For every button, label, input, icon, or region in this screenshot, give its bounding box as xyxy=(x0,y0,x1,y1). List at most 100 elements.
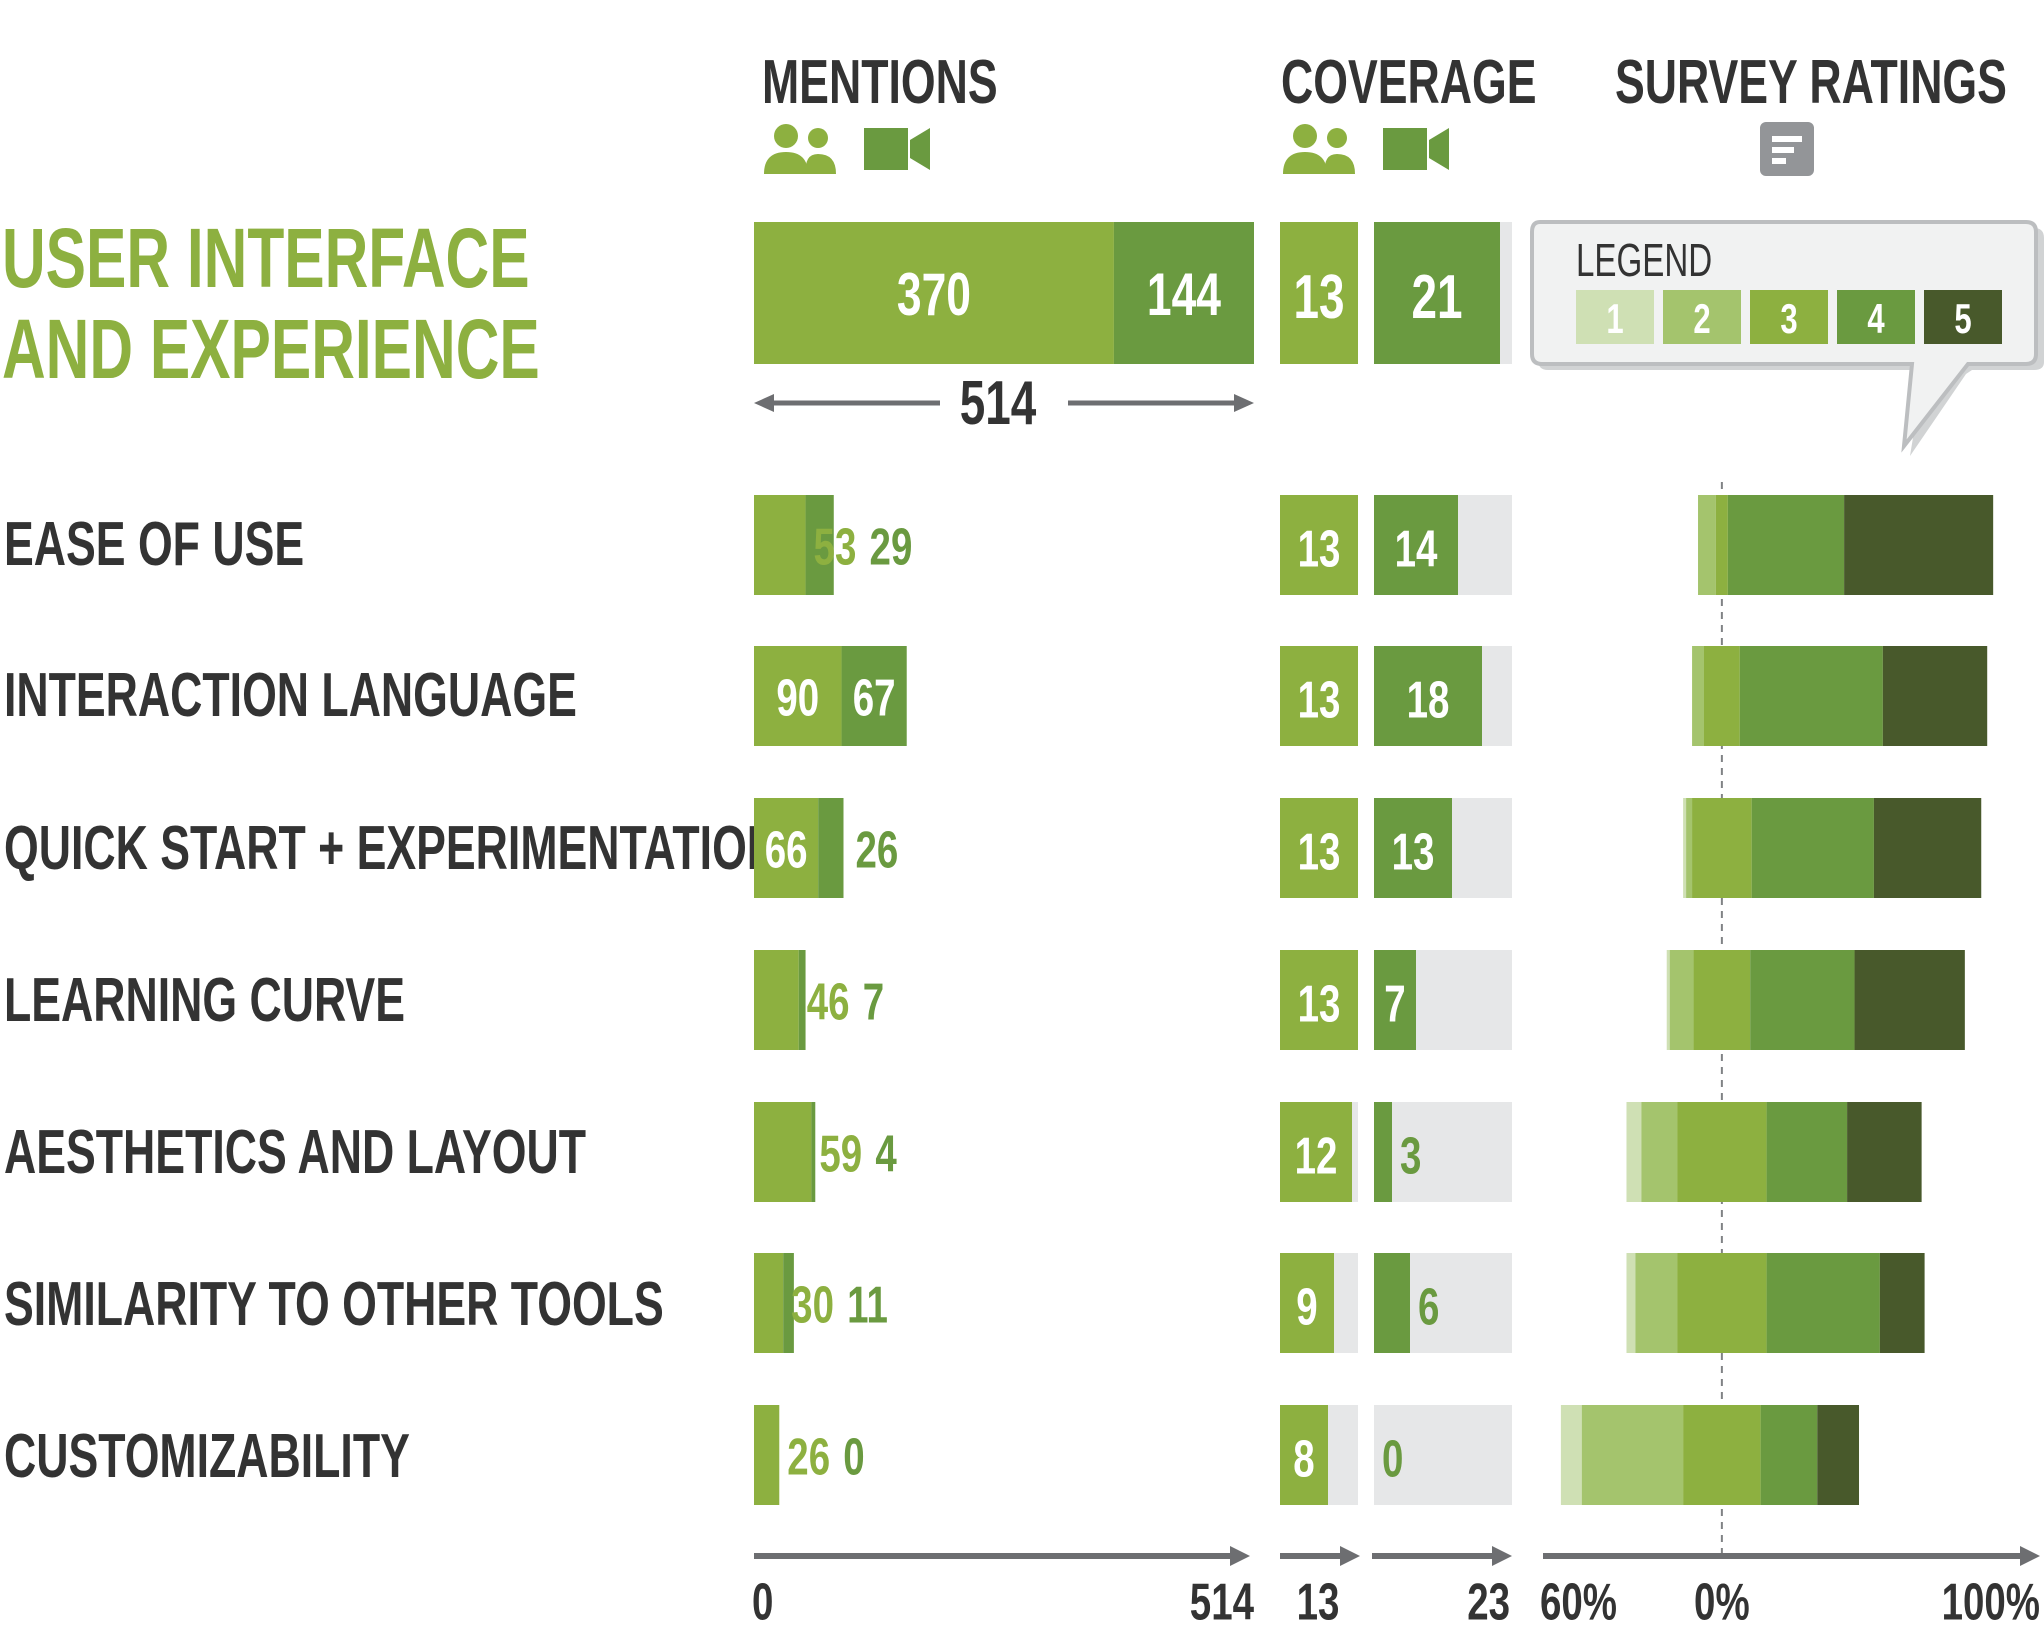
mentions-video-value: 7 xyxy=(863,973,884,1031)
survey-rating-4-segment xyxy=(1739,646,1883,746)
survey-form-icon xyxy=(1760,122,1814,176)
survey-axis-zero-label: 0% xyxy=(1694,1573,1750,1631)
mentions-axis-min-label: 0 xyxy=(752,1573,773,1631)
coverage-video-value: 14 xyxy=(1395,520,1438,578)
summary-total-arrow-left-head xyxy=(754,394,774,412)
legend-swatch-4 xyxy=(1837,290,1915,344)
survey-rating-1-segment xyxy=(1626,1102,1642,1202)
mentions-users-value: 26 xyxy=(787,1428,830,1486)
mentions-users-value: 30 xyxy=(791,1276,834,1334)
section-title-line2: AND EXPERIENCE xyxy=(2,302,540,396)
survey-rating-3-segment xyxy=(1693,950,1751,1050)
coverage-users-bar xyxy=(1280,798,1358,898)
row-label-ease-of-use: EASE OF USE xyxy=(4,510,305,579)
mentions-video-value: 4 xyxy=(875,1125,897,1183)
coverage-video-axis-max-label: 23 xyxy=(1467,1573,1510,1631)
mentions-video-bar xyxy=(818,798,844,898)
coverage-users-bar xyxy=(1280,646,1358,746)
survey-rating-2-segment xyxy=(1669,950,1694,1050)
survey-rating-3-segment xyxy=(1715,495,1728,595)
survey-rating-5-segment xyxy=(1873,798,1982,898)
mentions-users-icon xyxy=(764,124,836,174)
legend-swatch-label-1: 1 xyxy=(1606,296,1623,343)
survey-rating-3-segment xyxy=(1703,646,1740,746)
coverage-video-camera-icon xyxy=(1383,128,1449,170)
mentions-video-value: 26 xyxy=(855,821,898,879)
coverage-users-value: 8 xyxy=(1293,1430,1314,1488)
mentions-users-bar xyxy=(754,798,819,898)
mentions-column-title: MENTIONS xyxy=(762,48,998,117)
mentions-video-value: 11 xyxy=(847,1276,888,1334)
mentions-video-value: 0 xyxy=(843,1428,864,1486)
coverage-users-value: 13 xyxy=(1298,975,1341,1033)
coverage-video-bar xyxy=(1374,1253,1410,1353)
coverage-video-track xyxy=(1374,1405,1512,1505)
coverage-column-title: COVERAGE xyxy=(1281,48,1537,117)
mentions-axis-max-label: 514 xyxy=(1190,1573,1255,1631)
survey-rating-2-segment xyxy=(1692,646,1704,746)
legend-swatch-1 xyxy=(1576,290,1654,344)
mentions-users-bar xyxy=(754,950,799,1050)
coverage-video-value: 18 xyxy=(1407,671,1450,729)
mentions-video-camera-icon xyxy=(864,128,930,170)
survey-axis-min-label: 60% xyxy=(1540,1573,1617,1631)
row-label-similarity-to-other-tools: SIMILARITY TO OTHER TOOLS xyxy=(4,1270,664,1339)
row-label-customizability: CUSTOMIZABILITY xyxy=(4,1422,410,1491)
summary-coverage-video-bar xyxy=(1374,222,1500,364)
coverage-users-bar xyxy=(1280,495,1358,595)
mentions-users-value: 90 xyxy=(776,669,819,727)
survey-rating-1-segment xyxy=(1683,798,1687,898)
coverage-video-value: 0 xyxy=(1382,1430,1403,1488)
survey-rating-3-segment xyxy=(1677,1102,1767,1202)
survey-rating-3-segment xyxy=(1683,1405,1761,1505)
coverage-video-bar xyxy=(1374,1102,1392,1202)
mentions-video-value: 29 xyxy=(870,518,913,576)
survey-rating-2-segment xyxy=(1581,1405,1684,1505)
coverage-video-bar xyxy=(1374,950,1416,1050)
legend-title: LEGEND xyxy=(1576,234,1713,286)
survey-rating-5-segment xyxy=(1854,950,1965,1050)
coverage-users-bar xyxy=(1280,1253,1334,1353)
row-label-aesthetics-and-layout: AESTHETICS AND LAYOUT xyxy=(4,1118,587,1187)
mentions-users-bar xyxy=(754,646,842,746)
survey-rating-2-segment xyxy=(1641,1102,1678,1202)
legend-swatch-2 xyxy=(1663,290,1741,344)
mentions-users-bar xyxy=(754,1405,780,1505)
coverage-video-track xyxy=(1374,1102,1512,1202)
mentions-users-bar xyxy=(754,1253,784,1353)
coverage-users-axis-max-label: 13 xyxy=(1297,1573,1340,1631)
mentions-video-bar xyxy=(811,1102,816,1202)
survey-rating-4-segment xyxy=(1766,1253,1880,1353)
coverage-users-value: 9 xyxy=(1296,1278,1317,1336)
survey-rating-1-segment xyxy=(1560,1405,1582,1505)
legend-swatch-label-4: 4 xyxy=(1867,296,1885,343)
survey-rating-4-segment xyxy=(1727,495,1845,595)
survey-rating-1-segment xyxy=(1666,950,1670,1050)
legend-swatch-label-3: 3 xyxy=(1780,296,1797,343)
coverage-video-bar xyxy=(1374,495,1458,595)
coverage-users-bar xyxy=(1280,1405,1328,1505)
coverage-users-value: 12 xyxy=(1295,1127,1338,1185)
summary-mentions-video-value: 144 xyxy=(1147,261,1222,328)
coverage-users-axis-head-right xyxy=(1340,1546,1360,1566)
coverage-users-bar xyxy=(1280,950,1358,1050)
row-label-quick-start: QUICK START + EXPERIMENTATION xyxy=(4,814,780,883)
summary-coverage-users-bar xyxy=(1280,222,1358,364)
mentions-axis-head-right xyxy=(1230,1546,1250,1566)
summary-mentions-users-value: 370 xyxy=(897,261,971,328)
survey-rating-4-segment xyxy=(1750,950,1855,1050)
survey-rating-3-segment xyxy=(1677,1253,1767,1353)
coverage-video-value: 13 xyxy=(1392,823,1435,881)
survey-rating-4-segment xyxy=(1766,1102,1848,1202)
survey-rating-5-segment xyxy=(1882,646,1988,746)
legend-swatch-3 xyxy=(1750,290,1828,344)
coverage-users-value: 13 xyxy=(1298,520,1341,578)
mentions-users-bar xyxy=(754,495,806,595)
mentions-users-value: 46 xyxy=(807,973,850,1031)
survey-axis-head-right xyxy=(2020,1546,2040,1566)
summary-mentions-video-bar xyxy=(1113,222,1254,364)
summary-coverage-video-value: 21 xyxy=(1411,262,1462,331)
coverage-users-bar xyxy=(1280,1102,1352,1202)
coverage-video-value: 3 xyxy=(1400,1127,1421,1185)
coverage-video-value: 7 xyxy=(1384,975,1405,1033)
